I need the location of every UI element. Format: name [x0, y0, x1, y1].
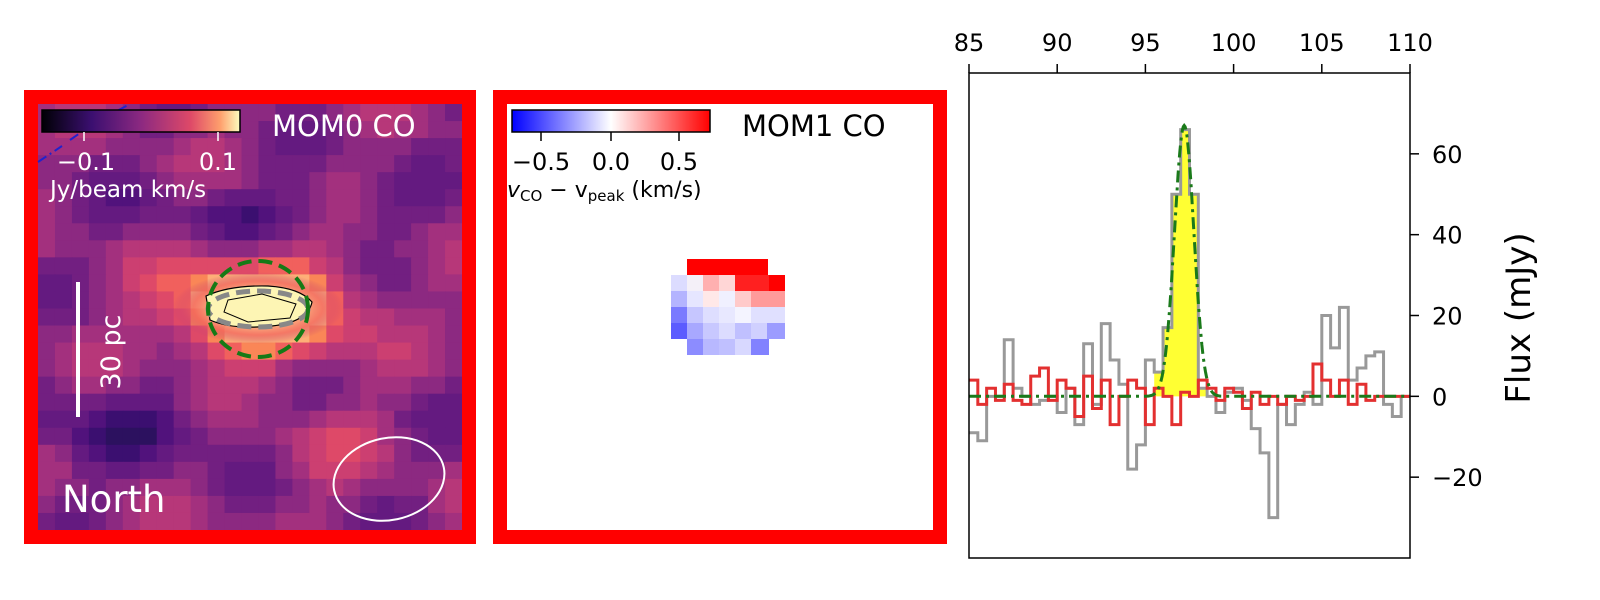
- velocity-pixel: [719, 275, 735, 291]
- y-ticks: −20 0 20 40 60: [1410, 141, 1483, 492]
- velocity-pixel: [671, 307, 687, 323]
- y-tick-label: 40: [1432, 222, 1463, 250]
- mom1-colorbar-tick-mid: 0.0: [592, 148, 630, 176]
- x-tick-label: 110: [1387, 29, 1433, 57]
- x-tick-label: 85: [954, 29, 985, 57]
- velocity-pixel: [719, 307, 735, 323]
- mom0-colorbar-tick-high: 0.1: [199, 148, 237, 176]
- mom1-panel: −0.5 0.0 0.5 vCO − vpeak (km/s) MOM1 CO: [493, 90, 947, 544]
- spectrum-panel: 85 90 95 100 105 110 −20 0 20 40 60 Flux (mJy): [954, 29, 1539, 559]
- velocity-pixel: [687, 323, 703, 339]
- gaussian-fit-line: [969, 122, 1410, 398]
- scalebar-label: 30 pc: [96, 315, 127, 390]
- y-tick-label: −20: [1432, 464, 1483, 492]
- mom1-map: [671, 259, 785, 355]
- velocity-pixel: [735, 307, 751, 323]
- velocity-pixel: [719, 339, 735, 355]
- mom1-colorbar-tick-low: −0.5: [512, 148, 570, 176]
- velocity-pixel: [703, 291, 719, 307]
- mom0-colorbar-unit: Jy/beam km/s: [48, 177, 206, 203]
- x-tick-label: 95: [1130, 29, 1161, 57]
- mom1-colorbar: [511, 109, 711, 133]
- x-tick-label: 100: [1211, 29, 1257, 57]
- y-tick-label: 20: [1432, 303, 1463, 331]
- aperture-green-circle: [206, 259, 310, 359]
- contour-inner: [223, 293, 297, 323]
- velocity-pixel: [751, 307, 785, 323]
- mom0-colorbar-tick-low: −0.1: [57, 148, 115, 176]
- velocity-pixel: [703, 307, 719, 323]
- velocity-pixel: [735, 291, 751, 307]
- x-ticks: 85 90 95 100 105 110: [954, 29, 1433, 73]
- velocity-pixel: [703, 275, 719, 291]
- series-line-1: [969, 362, 1410, 427]
- y-tick-label: 0: [1432, 383, 1447, 411]
- velocity-pixel: [671, 291, 687, 307]
- mom0-colorbar: [41, 109, 241, 133]
- velocity-pixel: [751, 339, 769, 355]
- velocity-pixel: [769, 275, 785, 291]
- velocity-pixel: [735, 323, 751, 339]
- velocity-pixel: [703, 323, 719, 339]
- velocity-pixel: [719, 291, 735, 307]
- y-tick-label: 60: [1432, 141, 1463, 169]
- velocity-pixel: [671, 323, 687, 339]
- x-tick-label: 105: [1299, 29, 1345, 57]
- mom1-colorbar-tick-high: 0.5: [660, 148, 698, 176]
- velocity-pixel: [703, 339, 719, 355]
- velocity-pixel: [687, 339, 703, 355]
- velocity-pixel: [719, 323, 735, 339]
- x-tick-label: 90: [1042, 29, 1073, 57]
- velocity-pixel: [751, 291, 785, 307]
- velocity-pixel: [687, 291, 703, 307]
- velocity-pixel: [767, 323, 785, 339]
- mom0-label: MOM0 CO: [272, 109, 416, 143]
- velocity-pixel: [687, 275, 703, 291]
- mom1-label: MOM1 CO: [742, 109, 886, 143]
- mom0-panel: 30 pc −0.1 0.1 Jy/beam km/s MOM0 CO Nort…: [24, 90, 476, 544]
- spectrum-series: [969, 122, 1410, 520]
- velocity-pixel: [671, 275, 687, 291]
- region-label: North: [62, 478, 165, 521]
- y-axis-label: Flux (mJy): [1499, 232, 1539, 403]
- mom1-colorbar-label: vCO − vpeak (km/s): [507, 178, 702, 205]
- velocity-pixel: [751, 323, 767, 339]
- velocity-pixel: [735, 275, 769, 291]
- velocity-pixel: [687, 259, 768, 275]
- velocity-pixel: [735, 339, 751, 355]
- velocity-pixel: [687, 307, 703, 323]
- beam-ellipse: [332, 436, 446, 522]
